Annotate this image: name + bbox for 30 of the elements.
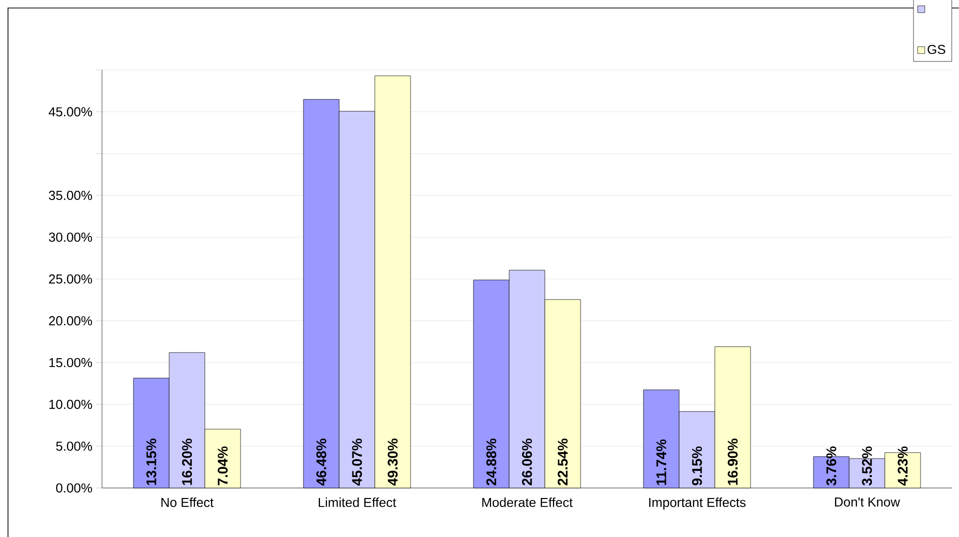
- y-tick-label: 30.00%: [48, 232, 92, 242]
- data-label: 13.15%: [146, 438, 156, 485]
- x-tick-label: No Effect: [161, 498, 214, 508]
- data-label: 16.20%: [182, 438, 192, 485]
- y-tick-label: 5.00%: [56, 442, 92, 451]
- data-label: 26.06%: [522, 438, 532, 486]
- y-tick-label: 0.00%: [56, 483, 92, 493]
- x-tick-label: Moderate Effect: [482, 498, 573, 508]
- x-tick-label: Important Effects: [649, 498, 746, 510]
- data-label: 45.07%: [352, 438, 362, 486]
- y-tick-label: 20.00%: [49, 316, 92, 326]
- x-tick-label: Don't Know: [835, 498, 900, 507]
- legend-label: GS: [928, 44, 946, 54]
- data-label: 24.88%: [486, 438, 496, 486]
- y-tick-label: 15.00%: [49, 358, 92, 368]
- data-label: 3.52%: [862, 446, 872, 486]
- data-label: 3.76%: [826, 446, 836, 486]
- data-label: 9.15%: [692, 446, 702, 486]
- data-label: 16.90%: [728, 438, 738, 485]
- x-tick-label: Limited Effect: [318, 498, 396, 508]
- y-tick-label: 25.00%: [49, 274, 92, 284]
- data-label: 11.74%: [656, 439, 666, 485]
- data-label: 46.48%: [316, 438, 326, 486]
- data-label: 49.30%: [388, 438, 398, 486]
- y-tick-label: 45.00%: [48, 107, 92, 116]
- data-label: 7.04%: [218, 446, 228, 486]
- y-tick-label: 35.00%: [48, 190, 92, 200]
- data-label: 4.23%: [898, 446, 908, 486]
- y-tick-label: 10.00%: [49, 400, 92, 409]
- data-label: 22.54%: [558, 438, 568, 486]
